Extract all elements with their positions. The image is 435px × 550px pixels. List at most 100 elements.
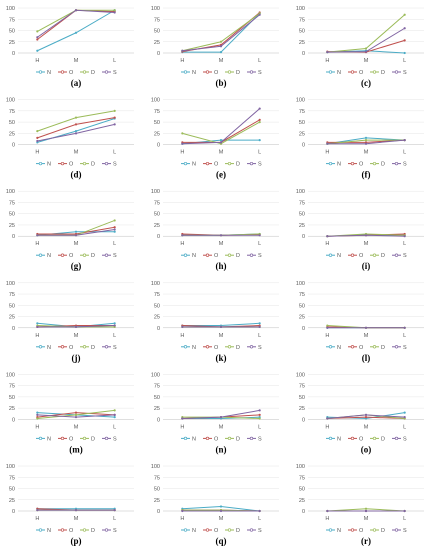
legend-marker-S [394,253,399,257]
data-point-N [36,411,39,414]
data-point-N [74,230,78,233]
data-point-D [36,130,39,133]
legend-marker-D [227,436,232,441]
chart-caption: (k) [216,353,227,363]
legend-marker-D [227,253,232,257]
y-tick-label: 50 [154,212,160,218]
legend-marker-N [38,70,43,74]
data-point-S [326,51,329,54]
data-point-D [74,116,78,119]
data-point-D [36,30,39,33]
data-point-D [113,409,116,412]
x-tick-label: L [113,241,116,247]
legend-label-N: N [47,70,51,76]
y-tick-label: 0 [302,51,305,57]
data-point-S [181,417,184,420]
legend-label-D: D [91,436,95,442]
legend-label-S: S [258,70,262,76]
x-tick-label: L [403,424,406,430]
legend-label-D: D [91,70,95,76]
legend-label-S: S [113,253,117,259]
y-tick-label: 100 [296,98,305,104]
x-tick-label: L [403,333,406,339]
data-point-S [403,509,406,513]
y-tick-label: 25 [9,406,15,412]
x-tick-label: H [325,58,329,64]
x-tick-label: M [364,241,369,247]
x-tick-label: L [403,516,406,522]
data-point-S [258,509,261,513]
legend-label-S: S [258,436,262,442]
y-tick-label: 0 [12,417,15,423]
x-tick-label: M [219,333,224,339]
data-point-D [36,417,39,420]
y-tick-label: 25 [9,131,15,137]
y-tick-label: 100 [296,6,305,12]
y-tick-label: 50 [154,29,160,35]
x-tick-label: M [364,58,369,64]
series-line-D [37,110,115,132]
y-tick-label: 50 [299,303,305,309]
y-tick-label: 50 [299,120,305,126]
y-tick-label: 50 [9,303,15,309]
y-tick-label: 75 [154,17,160,23]
legend-label-S: S [258,162,262,168]
chart-panel-g: 0 25 50 75 100 H M L N O D S (g) [6,189,134,271]
y-tick-label: 100 [151,464,160,470]
legend-label-N: N [47,162,51,168]
legend-marker-D [82,345,87,349]
data-point-S [74,509,78,512]
legend-label-O: O [214,70,219,76]
legend-marker-O [60,253,65,257]
data-point-O [258,118,261,121]
data-point-S [36,325,39,328]
y-tick-label: 100 [6,98,15,104]
x-tick-label: L [113,150,116,156]
chart-panel-k: 0 25 50 75 100 H M L N O D S (k) [151,281,279,363]
chart-panel-j: 0 25 50 75 100 H M L N O D S (j) [6,281,134,363]
data-point-S [219,325,223,328]
legend-label-S: S [258,253,262,259]
y-tick-label: 25 [154,315,160,321]
x-tick-label: H [180,150,184,156]
y-tick-label: 0 [302,326,305,332]
chart-panel-f: 0 25 50 75 100 H M L N O D S (f) [296,98,424,180]
data-point-S [258,325,261,328]
legend-marker-N [38,436,43,441]
data-point-N [113,322,116,325]
data-point-S [364,142,368,145]
data-point-N [258,139,261,142]
y-tick-label: 100 [151,98,160,104]
legend-marker-S [394,70,399,74]
legend-marker-D [82,253,87,257]
legend-label-O: O [69,436,74,442]
chart-caption: (c) [361,78,371,88]
y-tick-label: 75 [154,292,160,298]
y-tick-label: 100 [151,189,160,195]
y-tick-label: 25 [9,498,15,504]
y-tick-label: 100 [6,281,15,287]
x-tick-label: H [180,516,184,522]
x-tick-label: M [74,241,79,247]
legend-marker-N [38,528,43,532]
data-point-D [113,219,116,222]
chart-caption: (r) [361,536,371,546]
legend-label-S: S [113,162,117,168]
legend-label-S: S [113,528,117,534]
legend-label-S: S [113,436,117,442]
legend-label-N: N [192,345,196,351]
y-tick-label: 75 [9,17,15,23]
y-tick-label: 0 [12,234,15,240]
y-tick-label: 25 [154,40,160,46]
y-tick-label: 25 [154,406,160,412]
y-tick-label: 100 [296,281,305,287]
y-tick-label: 100 [6,189,15,195]
y-tick-label: 50 [9,395,15,401]
data-point-S [74,234,78,237]
data-point-N [403,411,406,414]
x-tick-label: M [219,150,224,156]
legend-label-N: N [337,253,341,259]
legend-label-S: S [403,253,407,259]
legend-marker-N [328,253,333,257]
data-point-S [113,413,116,416]
